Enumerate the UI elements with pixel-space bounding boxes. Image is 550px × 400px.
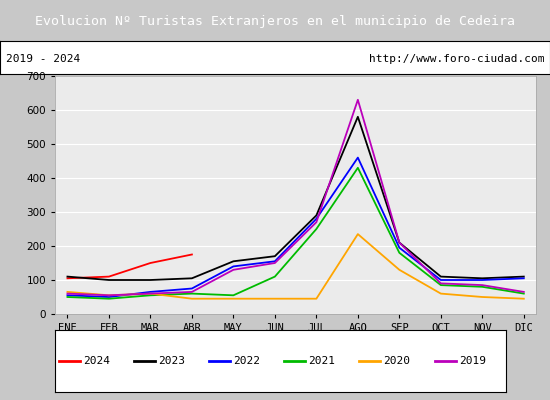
Text: 2022: 2022 <box>233 356 260 366</box>
Text: 2021: 2021 <box>309 356 336 366</box>
Text: Evolucion Nº Turistas Extranjeros en el municipio de Cedeira: Evolucion Nº Turistas Extranjeros en el … <box>35 15 515 28</box>
Text: 2023: 2023 <box>158 356 185 366</box>
Text: 2024: 2024 <box>83 356 110 366</box>
Text: 2020: 2020 <box>383 356 410 366</box>
Text: 2019: 2019 <box>459 356 486 366</box>
Text: 2019 - 2024: 2019 - 2024 <box>6 54 80 64</box>
Text: http://www.foro-ciudad.com: http://www.foro-ciudad.com <box>369 54 544 64</box>
